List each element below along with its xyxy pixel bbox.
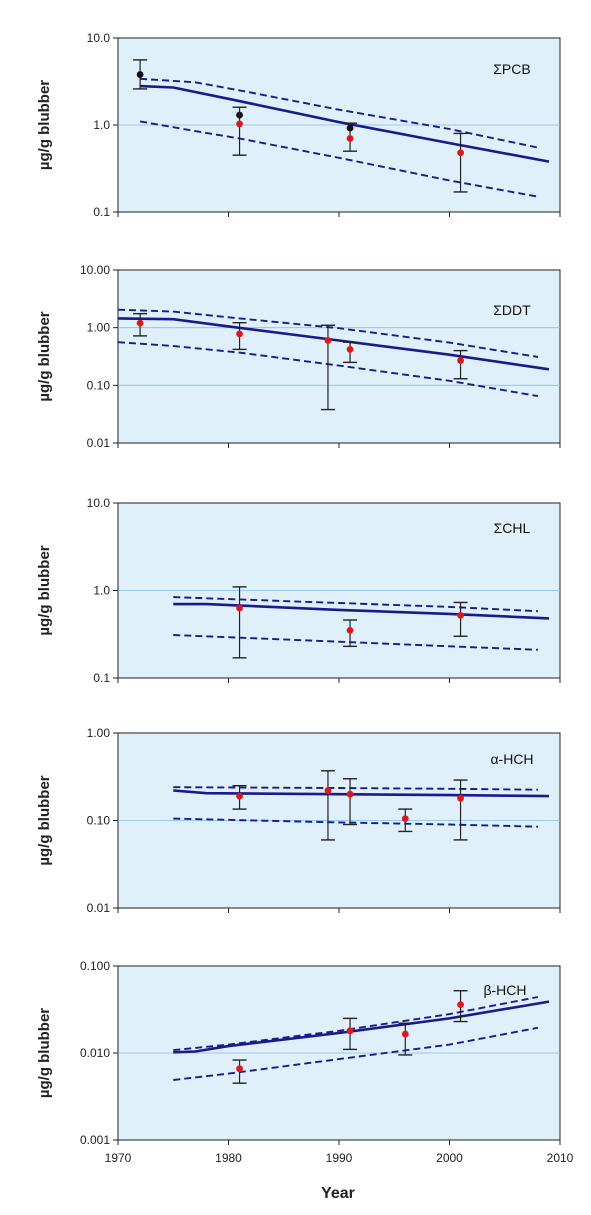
series-upper-ci-2 [173, 596, 538, 613]
series-trend-2 [173, 602, 550, 620]
y-tick-label-1-1: 1.00 [87, 321, 111, 335]
y-tick-label-1-3: 0.01 [87, 436, 111, 450]
series-upper-ci-0 [140, 77, 539, 149]
y-tick-label-2-0: 10.0 [87, 496, 111, 510]
data-point-3-2 [346, 790, 354, 798]
data-point-3-4 [457, 794, 464, 802]
panel-label-1: ΣDDT [493, 302, 531, 318]
data-point-0-3 [346, 124, 354, 132]
x-tick-label-4: 2010 [547, 1151, 574, 1165]
series-upper-ci-1 [117, 308, 539, 358]
y-tick-label-2-2: 0.1 [93, 671, 110, 685]
series-lower-ci-1 [117, 341, 539, 398]
x-tick-label-1: 1980 [215, 1151, 242, 1165]
data-point-1-0 [136, 319, 144, 327]
y-tick-label-3-2: 0.01 [87, 901, 111, 915]
data-point-2-1 [346, 626, 354, 634]
panel-label-2: ΣCHL [494, 520, 531, 536]
data-point-1-1 [236, 330, 243, 338]
data-point-0-2 [236, 120, 243, 128]
y-tick-label-3-0: 1.00 [87, 726, 111, 740]
data-point-0-5 [457, 149, 464, 157]
data-point-3-1 [324, 787, 332, 794]
data-point-1-3 [346, 345, 354, 353]
x-axis-label: Year [321, 1185, 355, 1202]
series-lower-ci-0 [139, 120, 539, 198]
data-point-4-0 [236, 1065, 243, 1073]
y-tick-label-0-0: 10.0 [87, 31, 111, 45]
series-lower-ci-4 [173, 1026, 539, 1081]
data-point-4-1 [346, 1027, 354, 1035]
y-tick-label-2-1: 1.0 [93, 584, 110, 598]
y-tick-label-4-0: 0.100 [80, 959, 110, 973]
data-point-0-4 [346, 135, 354, 142]
data-point-1-2 [324, 337, 332, 344]
x-tick-label-0: 1970 [105, 1151, 132, 1165]
y-tick-label-4-1: 0.010 [80, 1046, 110, 1060]
series-lower-ci-2 [173, 634, 538, 651]
series-upper-ci-3 [173, 786, 538, 791]
data-point-2-2 [457, 611, 464, 619]
series-trend-1 [117, 317, 550, 371]
panel-label-3: α-HCH [490, 751, 533, 767]
y-tick-label-1-2: 0.10 [87, 378, 111, 392]
y-axis-label-2: µg/g blubber [36, 545, 53, 635]
y-axis-label-3: µg/g blubber [36, 775, 53, 865]
panel-label-4: β-HCH [483, 982, 526, 998]
data-point-1-4 [457, 357, 464, 364]
y-tick-label-3-1: 0.10 [87, 814, 111, 828]
x-tick-label-3: 2000 [436, 1151, 463, 1165]
y-axis-label-0: µg/g blubber [36, 80, 53, 170]
data-point-0-0 [136, 71, 144, 78]
y-axis-label-4: µg/g blubber [36, 1008, 53, 1098]
data-point-4-2 [401, 1030, 409, 1038]
y-tick-label-1-0: 10.00 [80, 263, 110, 277]
data-point-4-3 [457, 1001, 464, 1009]
data-point-3-0 [236, 792, 243, 800]
series-upper-ci-4 [173, 996, 539, 1052]
series-trend-4 [173, 1000, 550, 1054]
y-tick-label-4-2: 0.001 [80, 1133, 110, 1147]
y-tick-label-0-1: 1.0 [93, 118, 110, 132]
plot-area-1 [117, 269, 561, 444]
x-tick-label-2: 1990 [326, 1151, 353, 1165]
series-trend-3 [173, 789, 550, 798]
series-trend-0 [140, 84, 550, 163]
y-tick-label-0-2: 0.1 [93, 205, 110, 219]
y-axis-label-1: µg/g blubber [36, 311, 53, 401]
series-lower-ci-3 [173, 817, 538, 828]
data-point-2-0 [236, 604, 243, 612]
data-point-3-3 [401, 815, 409, 823]
panel-label-0: ΣPCB [493, 61, 530, 77]
